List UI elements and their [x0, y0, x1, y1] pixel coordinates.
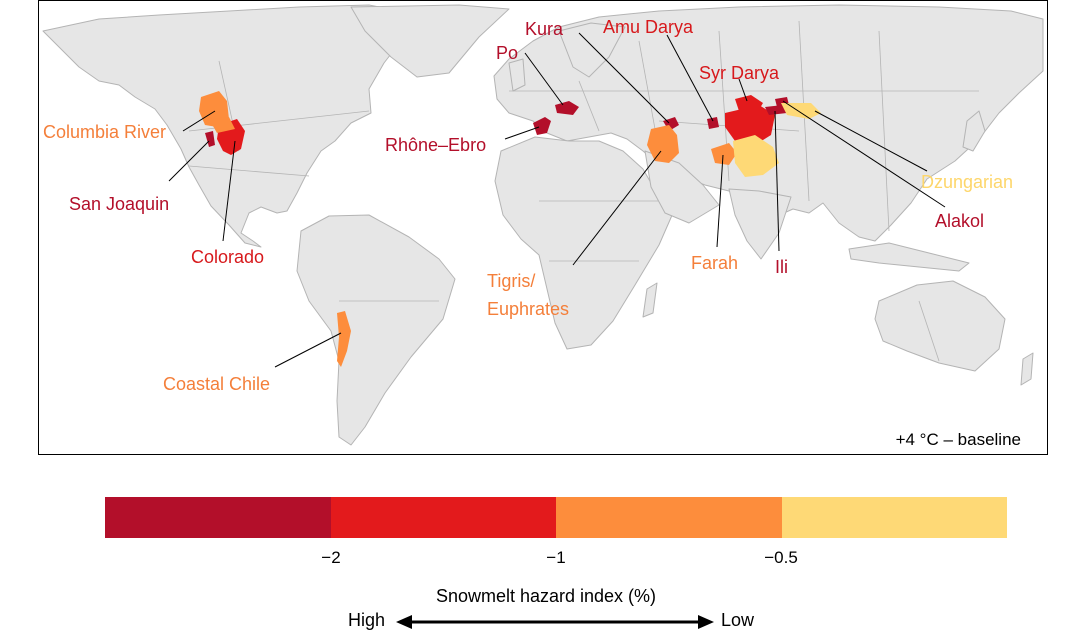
- leader-ili: [774, 110, 780, 252]
- double-arrow-icon: [396, 615, 714, 629]
- land-africa: [494, 136, 674, 350]
- map-canvas: Columbia River San Joaquin Colorado Coas…: [42, 4, 1044, 446]
- basin-labels: Columbia River San Joaquin Colorado Coas…: [43, 17, 1013, 394]
- leader-kura: [578, 32, 670, 124]
- land-arabia: [644, 150, 720, 224]
- colorbar-tick: −1: [546, 548, 566, 567]
- leader-alakol: [782, 100, 946, 208]
- label-coastal-chile: Coastal Chile: [163, 374, 270, 394]
- basin-tigris-euphrates: [647, 125, 679, 163]
- leader-po: [524, 52, 564, 106]
- label-amu-darya: Amu Darya: [603, 17, 694, 37]
- basin-colorado-upper: [209, 117, 235, 133]
- label-dzungarian: Dzungarian: [921, 172, 1013, 192]
- label-san-joaquin: San Joaquin: [69, 194, 169, 214]
- label-kura: Kura: [525, 19, 564, 39]
- colorbar-tick: −2: [321, 548, 341, 567]
- label-tigris: Tigris/: [487, 271, 535, 291]
- colorbar: [105, 497, 1007, 538]
- colorbar-segment-high: [105, 497, 331, 538]
- land-japan: [962, 110, 986, 152]
- label-euphrates: Euphrates: [487, 299, 569, 319]
- borders: [188, 20, 979, 362]
- basin-po: [555, 101, 579, 115]
- high-label: High: [348, 610, 386, 630]
- land-indonesia: [848, 242, 970, 272]
- label-syr-darya: Syr Darya: [699, 63, 780, 83]
- basin-indus: [733, 135, 779, 177]
- colorbar-segment-low: [781, 497, 1007, 538]
- land-scandinavia: [558, 22, 626, 78]
- leader-farah: [716, 154, 724, 248]
- label-colorado: Colorado: [191, 247, 264, 267]
- colorbar-title: Snowmelt hazard index (%): [435, 586, 657, 606]
- low-label: Low: [721, 610, 755, 630]
- land-greenland: [350, 4, 510, 78]
- label-columbia-river: Columbia River: [43, 122, 166, 142]
- leader-tigris-euphrates: [572, 150, 662, 266]
- leader-san-joaquin: [168, 140, 210, 182]
- leader-amu-darya: [666, 34, 714, 122]
- world-map: Columbia River San Joaquin Colorado Coas…: [38, 0, 1048, 455]
- leader-colorado: [222, 140, 236, 242]
- label-po: Po: [496, 43, 518, 63]
- land-australia: [874, 280, 1006, 372]
- colorbar-tick: −0.5: [764, 548, 798, 567]
- basin-syr-darya: [735, 95, 763, 113]
- basin-san-joaquin: [205, 131, 215, 147]
- leader-syr-darya: [738, 78, 748, 102]
- land-south-america: [296, 214, 456, 446]
- label-rhone-ebro: Rhône–Ebro: [385, 135, 486, 155]
- land-madagascar: [642, 282, 658, 318]
- land-india: [728, 188, 792, 260]
- label-farah: Farah: [691, 253, 738, 273]
- basins: [199, 91, 821, 367]
- leader-rhone-ebro: [504, 126, 540, 140]
- basin-coastal-chile: [337, 311, 351, 367]
- colorbar-segment-mid-high: [330, 497, 556, 538]
- basin-amu-darya-west: [707, 117, 719, 129]
- basin-ili: [765, 105, 787, 115]
- leader-columbia-river: [182, 110, 216, 132]
- scenario-label: +4 °C – baseline: [895, 430, 1021, 449]
- leader-dzungarian: [814, 110, 928, 172]
- label-alakol: Alakol: [935, 211, 984, 231]
- basin-dzungarian: [781, 103, 821, 119]
- leader-lines: [168, 32, 946, 368]
- basin-rhone-ebro: [533, 117, 551, 135]
- label-ili: Ili: [775, 257, 788, 277]
- colorbar-segment-mid-low: [556, 497, 782, 538]
- leader-coastal-chile: [274, 332, 342, 368]
- land-uk: [508, 58, 526, 92]
- basin-farah: [711, 143, 737, 165]
- land-new-zealand: [1020, 352, 1034, 386]
- basin-amu-darya: [725, 105, 775, 145]
